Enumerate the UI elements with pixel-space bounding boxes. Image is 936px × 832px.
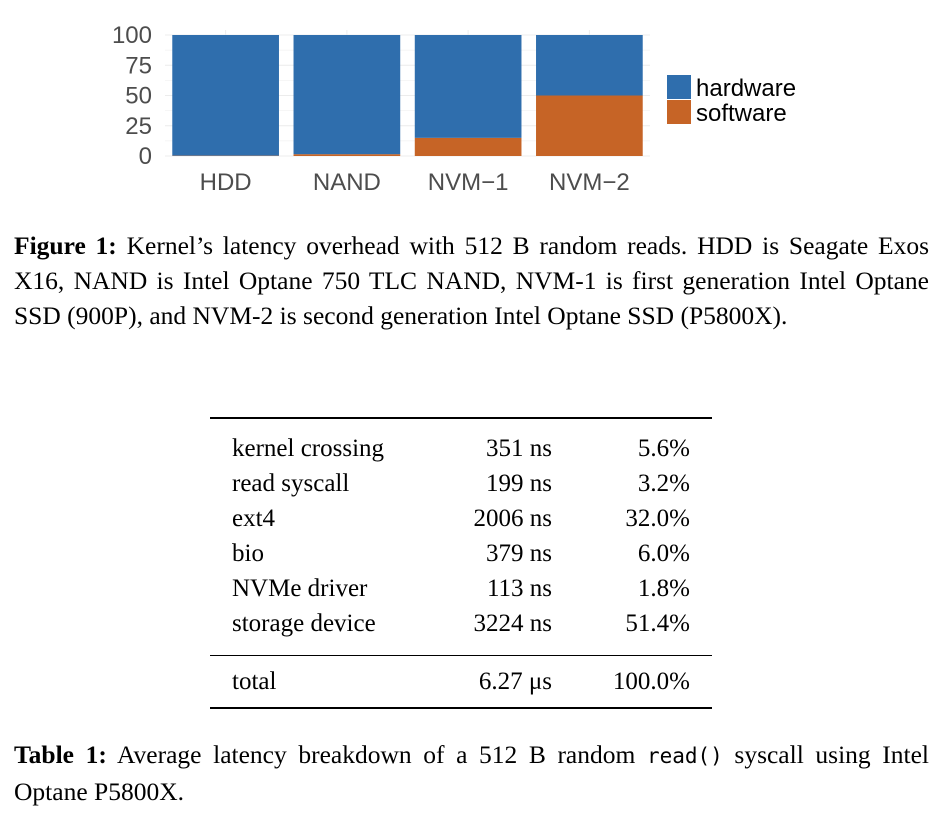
cell: 2006 ns <box>473 505 552 532</box>
figure-caption: Figure 1: Kernel’s latency overhead with… <box>14 231 929 330</box>
cell: 351 ns <box>486 435 552 462</box>
cell: 32.0% <box>625 505 690 532</box>
y-tick-label: 100 <box>112 22 152 49</box>
bar-hardware <box>293 35 401 155</box>
latency-table: kernel crossing 351 ns 5.6% read syscall 199… <box>210 417 712 709</box>
x-tick-label: NVM−2 <box>549 169 630 196</box>
cell: 100.0% <box>612 668 690 695</box>
bar-hardware <box>536 35 643 96</box>
x-tick-label: NVM−1 <box>428 169 509 196</box>
y-tick-label: 75 <box>125 52 152 79</box>
cell: read syscall <box>232 470 350 497</box>
cell: 3224 ns <box>473 610 552 637</box>
cell: 6.0% <box>637 540 690 567</box>
bar-hardware <box>172 35 279 156</box>
y-tick-label: 0 <box>139 143 152 170</box>
table-row: ext4 2006 ns 32.0% <box>210 501 712 536</box>
cell: 51.4% <box>625 610 690 637</box>
bar-software <box>293 154 401 156</box>
table-row: storage device 3224 ns 51.4% <box>210 606 712 641</box>
cell: 6.27 μs <box>478 668 552 695</box>
legend-swatch-software <box>667 100 691 124</box>
stacked-bar-chart: 0 25 50 75 100 HDD NAND NVM−1 NVM−2 hardwaresoftw… <box>112 22 796 196</box>
y-tick-label: 50 <box>125 83 152 110</box>
cell: NVMe driver <box>232 575 368 602</box>
x-tick-label: HDD <box>200 169 252 196</box>
cell: 199 ns <box>486 470 552 497</box>
cell: 3.2% <box>637 470 690 497</box>
cell: 379 ns <box>486 540 552 567</box>
table-row: NVMe driver 113 ns 1.8% <box>210 571 712 606</box>
bar-software <box>536 95 643 156</box>
cell: total <box>232 668 277 695</box>
cell: 113 ns <box>486 575 552 602</box>
bar-software <box>414 137 522 156</box>
table-row: read syscall 199 ns 3.2% <box>210 466 712 501</box>
table-row: bio 379 ns 6.0% <box>210 536 712 571</box>
cell: 5.6% <box>637 435 690 462</box>
table-caption: Table 1: Average latency breakdown of a … <box>14 740 929 806</box>
cell: bio <box>232 540 264 567</box>
table-total-row: total 6.27 μs 100.0% <box>210 656 712 707</box>
cell: ext4 <box>232 505 276 532</box>
table-row: kernel crossing 351 ns 5.6% <box>210 431 712 466</box>
cell: storage device <box>232 610 376 637</box>
y-tick-label: 25 <box>125 113 152 140</box>
legend-label: hardware <box>696 75 796 102</box>
cell: 1.8% <box>637 575 690 602</box>
x-tick-label: NAND <box>313 169 381 196</box>
legend-swatch-hardware <box>667 75 691 99</box>
cell: kernel crossing <box>232 435 385 462</box>
bar-hardware <box>414 35 522 138</box>
legend-label: software <box>696 100 787 127</box>
